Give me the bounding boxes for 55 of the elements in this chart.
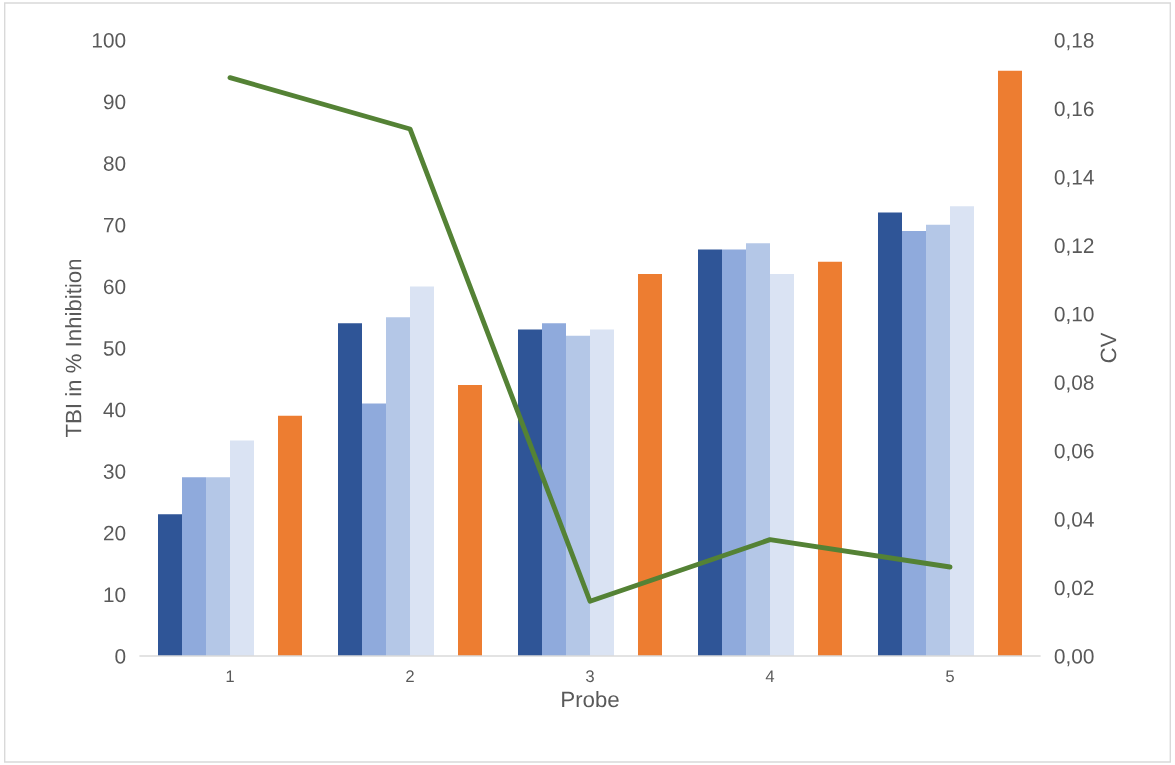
bar [566, 335, 590, 656]
x-tick-label: 3 [586, 670, 594, 683]
x-tick-label: 4 [765, 670, 775, 682]
y2-axis-title: CV [1100, 332, 1117, 363]
bar [590, 329, 614, 656]
y-tick-label: 0 [115, 649, 126, 664]
bar [998, 70, 1022, 656]
bar [362, 403, 386, 656]
bar [230, 440, 254, 656]
y2-tick-label: 0,08 [1054, 375, 1094, 393]
bar [158, 514, 182, 656]
bar [410, 286, 434, 656]
bar [698, 249, 722, 656]
y-tick-label: 50 [103, 341, 126, 356]
bar [206, 477, 230, 656]
line-series [227, 75, 953, 604]
y-tick-label: 60 [104, 279, 126, 295]
bar [278, 415, 302, 656]
bar [746, 243, 770, 656]
y-tick-label: 40 [103, 402, 126, 418]
y-tick-label: 10 [104, 587, 126, 603]
y-tick-label: 100 [92, 33, 126, 48]
bar [902, 230, 926, 656]
bar [386, 317, 410, 656]
y2-tick-label: 0,14 [1054, 169, 1094, 188]
y2-tick-label: 0,06 [1054, 443, 1094, 461]
y2-tick-label: 0,12 [1054, 238, 1094, 256]
bar [722, 249, 746, 656]
bar [182, 477, 206, 656]
bar [926, 224, 950, 656]
y-tick-label: 20 [103, 525, 126, 541]
y-tick-label: 80 [103, 156, 126, 171]
y-tick-label: 70 [104, 217, 126, 233]
bar [878, 212, 902, 656]
y-tick-label: 90 [103, 94, 126, 110]
y2-tick-label: 0,18 [1054, 33, 1094, 51]
x-tick-label: 1 [226, 670, 234, 682]
bar [638, 274, 662, 656]
bar [338, 323, 362, 656]
bar [518, 329, 542, 656]
x-tick-label: 2 [406, 670, 414, 682]
bar [542, 323, 566, 656]
y-axis-title: TBI in % Inhibition [65, 259, 82, 438]
y2-tick-label: 0,10 [1054, 306, 1094, 324]
y2-tick-label: 0,00 [1054, 649, 1094, 667]
bar [458, 384, 482, 656]
y-tick-label: 30 [103, 464, 126, 479]
x-tick-label: 5 [946, 670, 954, 683]
y2-tick-label: 0,16 [1054, 101, 1094, 119]
y2-tick-label: 0,02 [1054, 580, 1094, 598]
bar [818, 261, 842, 656]
bar [950, 206, 974, 656]
y2-tick-label: 0,04 [1054, 512, 1094, 530]
bar [770, 274, 794, 656]
x-axis-title: Probe [562, 690, 619, 708]
